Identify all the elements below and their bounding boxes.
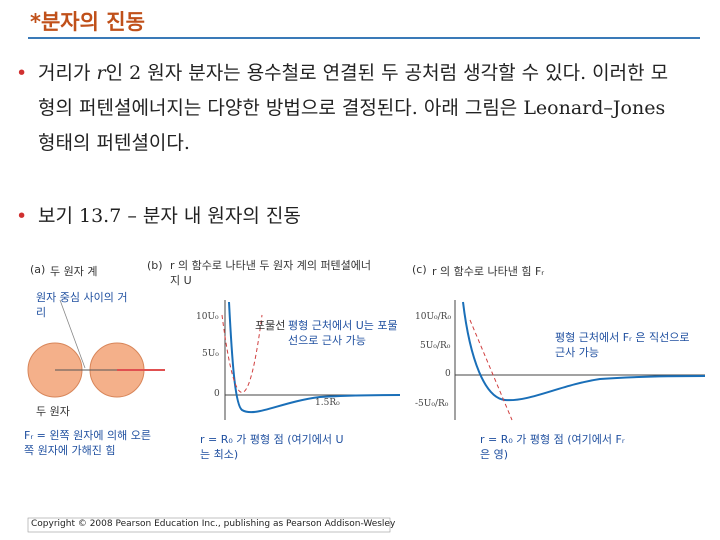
text: 보기 13.7 – 분자 내 원자의 진동 [38, 205, 301, 227]
label: 두 원자 [36, 405, 70, 418]
tick-label: 10U₀/R₀ [415, 312, 452, 322]
label: 포물선 [255, 319, 286, 332]
label: 평형 근처에서 Fᵣ 은 직선으로 근사 가능 [555, 331, 690, 359]
label: 평형 근처에서 U는 포물선으로 근사 가능 [288, 319, 398, 347]
title: *분자의 진동 [30, 10, 145, 34]
tag: (a) [30, 263, 46, 276]
label: r 의 함수로 나타낸 두 원자 계의 퍼텐셜에너지 U [170, 259, 372, 287]
tick-label: 10U₀ [196, 312, 219, 322]
bullet: • 보기 13.7 – 분자 내 원자의 진동 [16, 205, 301, 227]
tag: (b) [147, 259, 163, 272]
tick-label: 0 [445, 369, 451, 379]
tick-label: 5U₀ [202, 349, 219, 359]
tick-label: 5U₀/R₀ [420, 341, 451, 351]
tag: (c) [412, 263, 427, 276]
tick-label: 1.5R₀ [315, 398, 340, 408]
text: 거리가 [38, 62, 97, 84]
label: r = R₀ 가 평형 점 (여기에서 U는 최소) [200, 433, 344, 461]
footer: Copyright © 2008 Pearson Education Inc.,… [31, 519, 396, 529]
label: 원자 중심 사이의 거리 [36, 291, 128, 319]
text: r [96, 62, 106, 84]
label: 두 원자 계 [50, 265, 98, 278]
bullet: • 거리가 r인 2 원자 분자는 용수철로 연결된 두 공처럼 생각할 수 있다… [16, 62, 669, 154]
label: Fᵣ = 왼쪽 원자에 의해 오른쪽 원자에 가해진 힘 [24, 429, 151, 457]
label: r = R₀ 가 평형 점 (여기에서 Fᵣ 은 영) [480, 433, 625, 461]
text: 인 2 원자 분자는 용수철로 연결된 두 공처럼 생각할 수 있다. 이러한 … [38, 62, 669, 154]
tick-label: -5U₀/R₀ [415, 399, 449, 409]
tick-label: 0 [214, 389, 220, 399]
label: r 의 함수로 나타낸 힘 Fᵣ [432, 265, 545, 278]
